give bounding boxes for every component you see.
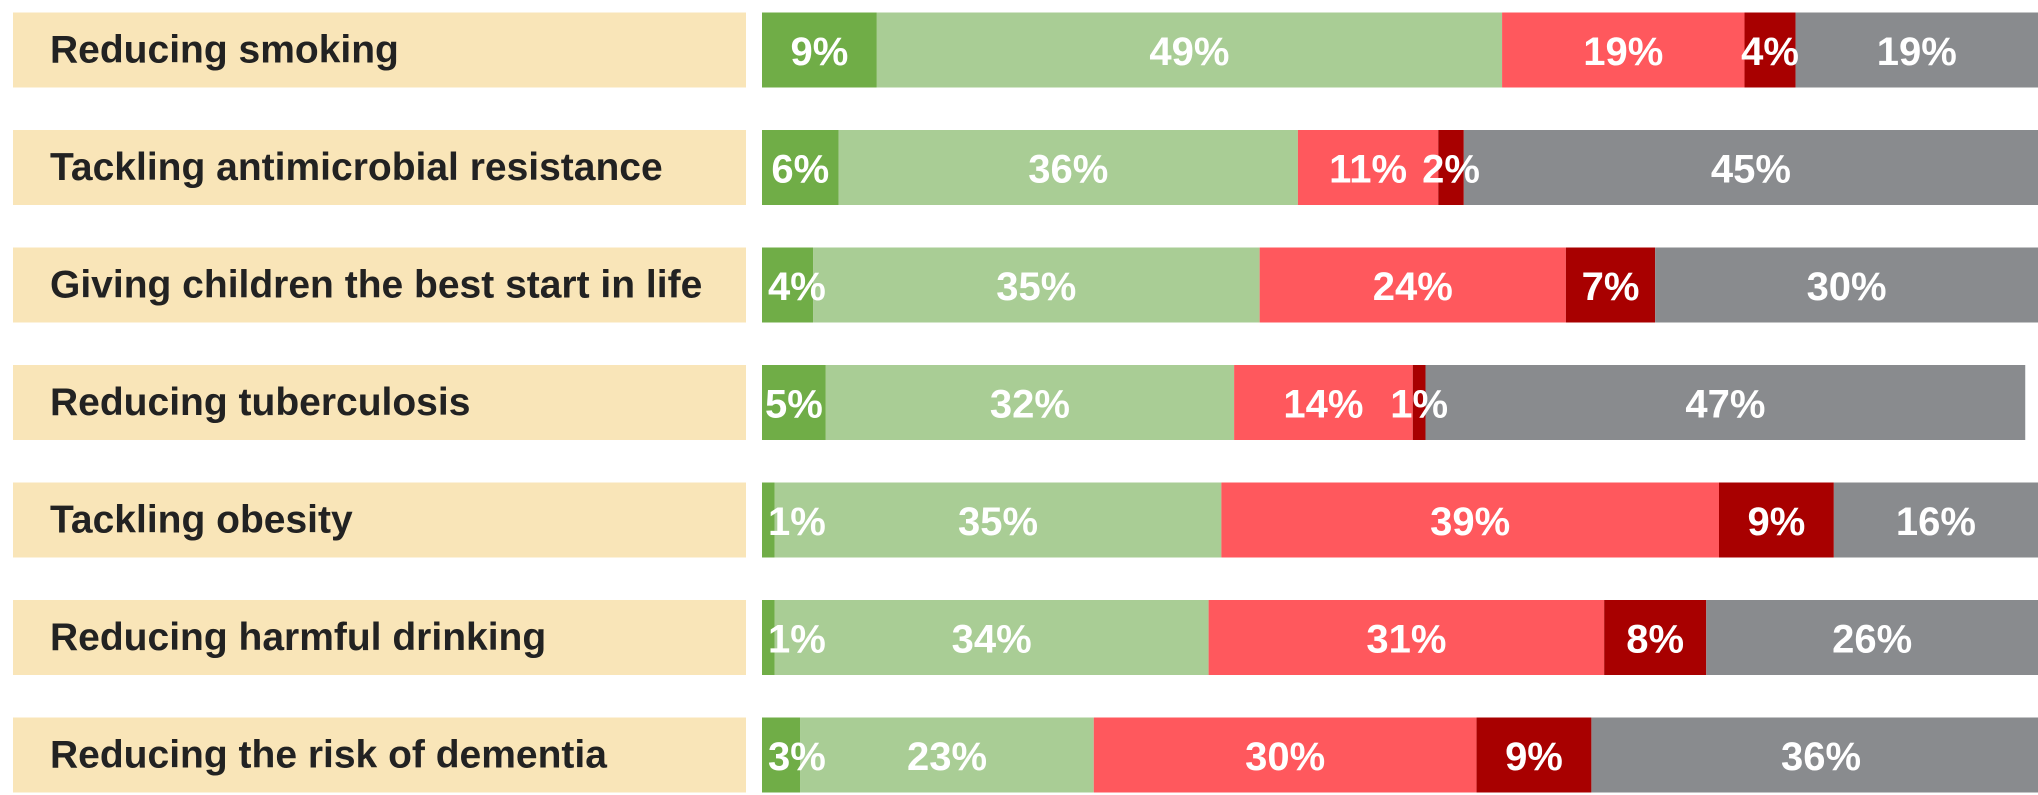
bar-segment xyxy=(762,717,801,793)
bar-segment xyxy=(762,482,775,558)
bar-segment xyxy=(1463,130,2038,205)
bar-segment xyxy=(762,247,814,323)
value-label: 3% xyxy=(768,735,826,779)
value-label: 35% xyxy=(996,265,1076,309)
category-box xyxy=(13,247,746,323)
category-label: Giving children the best start in life xyxy=(50,264,702,307)
value-label: 6% xyxy=(771,148,829,192)
bar-segment xyxy=(1565,247,1656,323)
bar-segment xyxy=(1833,482,2038,558)
value-label: 9% xyxy=(791,30,849,74)
value-label: 30% xyxy=(1807,265,1887,309)
value-label: 35% xyxy=(958,500,1038,544)
bar-segment xyxy=(762,130,839,205)
value-label: 24% xyxy=(1373,265,1453,309)
value-label: 1% xyxy=(768,618,826,662)
bar-segment xyxy=(1604,600,1707,675)
value-label: 1% xyxy=(1390,383,1448,427)
category-label: Tackling antimicrobial resistance xyxy=(50,146,663,189)
category-box xyxy=(13,365,746,440)
bar-segment xyxy=(1744,12,1796,88)
value-label: 4% xyxy=(768,265,826,309)
value-label: 23% xyxy=(907,735,987,779)
value-label: 8% xyxy=(1626,618,1684,662)
category-box xyxy=(13,12,746,88)
bar-segment xyxy=(1502,12,1745,88)
category-box xyxy=(13,717,746,793)
value-label: 2% xyxy=(1422,148,1480,192)
category-label: Reducing smoking xyxy=(50,29,399,72)
bar-segment xyxy=(762,365,826,440)
value-label: 49% xyxy=(1149,30,1229,74)
bar-segment xyxy=(1093,717,1477,793)
bar-segment xyxy=(1221,482,1719,558)
bar-segment xyxy=(774,600,1209,675)
bar-segment xyxy=(1719,482,1834,558)
bar-segment xyxy=(1425,365,2026,440)
value-label: 30% xyxy=(1245,735,1325,779)
category-label: Reducing tuberculosis xyxy=(50,381,470,424)
bar-segment xyxy=(1208,600,1605,675)
category-box xyxy=(13,130,746,205)
value-label: 26% xyxy=(1832,618,1912,662)
bar-segment xyxy=(876,12,1503,88)
bar-segment xyxy=(1706,600,2038,675)
bar-segment xyxy=(1438,130,1464,205)
bar-segment xyxy=(1795,12,2038,88)
bar-segment xyxy=(1297,130,1439,205)
bar-segment xyxy=(1591,717,2038,793)
category-box xyxy=(13,482,746,558)
value-label: 36% xyxy=(1781,735,1861,779)
value-label: 5% xyxy=(765,383,823,427)
bar-segment xyxy=(800,717,1094,793)
value-label: 16% xyxy=(1896,500,1976,544)
value-label: 45% xyxy=(1711,148,1791,192)
bar-segment xyxy=(774,482,1222,558)
value-label: 34% xyxy=(952,618,1032,662)
value-label: 39% xyxy=(1430,500,1510,544)
bar-segment xyxy=(813,247,1260,323)
bar-segment xyxy=(1412,365,1426,440)
value-label: 1% xyxy=(768,500,826,544)
value-label: 7% xyxy=(1582,265,1640,309)
value-label: 32% xyxy=(990,383,1070,427)
value-label: 36% xyxy=(1028,148,1108,192)
category-box xyxy=(13,600,746,675)
value-label: 19% xyxy=(1877,30,1957,74)
category-label: Tackling obesity xyxy=(50,499,353,542)
value-label: 47% xyxy=(1685,383,1765,427)
value-label: 4% xyxy=(1741,30,1799,74)
bar-segment xyxy=(1655,247,2038,323)
value-label: 9% xyxy=(1505,735,1563,779)
value-label: 14% xyxy=(1283,383,1363,427)
bar-segment xyxy=(825,365,1235,440)
bar-segment xyxy=(762,600,775,675)
bar-segment xyxy=(838,130,1298,205)
value-label: 31% xyxy=(1366,618,1446,662)
category-label: Reducing harmful drinking xyxy=(50,616,546,659)
bar-segment xyxy=(1476,717,1592,793)
bar-segment xyxy=(1234,365,1413,440)
bar-segment xyxy=(762,12,877,88)
category-label: Reducing the risk of dementia xyxy=(50,734,607,777)
value-label: 11% xyxy=(1329,148,1407,192)
bar-segment xyxy=(1259,247,1566,323)
value-label: 19% xyxy=(1583,30,1663,74)
value-label: 9% xyxy=(1748,500,1806,544)
